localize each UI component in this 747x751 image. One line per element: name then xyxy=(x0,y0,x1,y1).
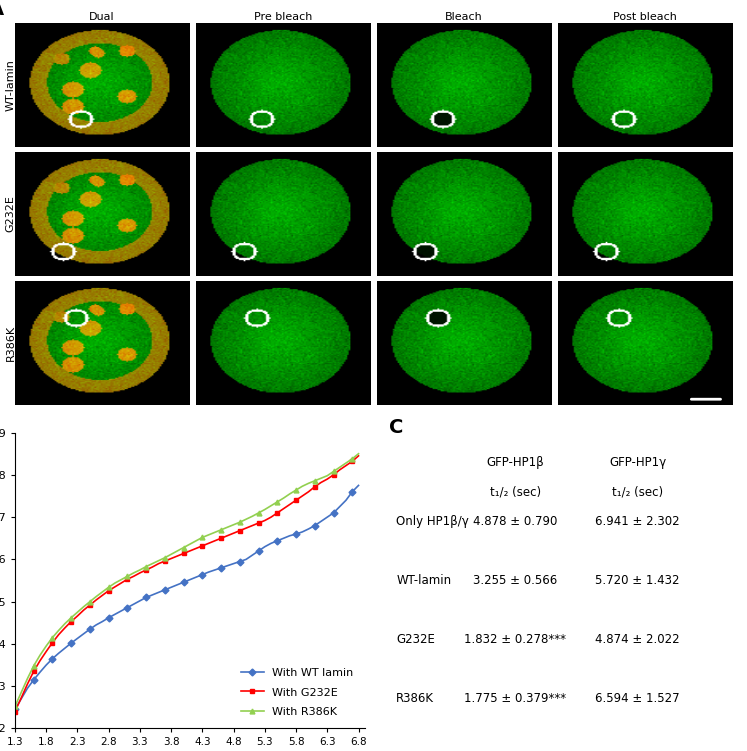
Text: 5.720 ± 1.432: 5.720 ± 1.432 xyxy=(595,574,680,587)
Text: C: C xyxy=(389,418,403,437)
Legend: With WT lamin, With G232E, With R386K: With WT lamin, With G232E, With R386K xyxy=(236,662,359,723)
Text: A: A xyxy=(0,0,4,20)
With WT lamin xyxy=(135,596,144,605)
With R386K xyxy=(135,566,144,575)
Text: G232E: G232E xyxy=(396,633,435,646)
With G232E xyxy=(16,693,25,702)
With R386K xyxy=(204,530,213,539)
Text: GFP-HP1β: GFP-HP1β xyxy=(486,457,544,469)
Title: Pre bleach: Pre bleach xyxy=(254,12,312,22)
With WT lamin xyxy=(10,705,19,714)
With G232E xyxy=(223,531,232,540)
With R386K xyxy=(223,523,232,532)
With WT lamin xyxy=(235,557,244,566)
With G232E xyxy=(235,526,244,535)
Y-axis label: R386K: R386K xyxy=(6,325,16,361)
Text: 3.255 ± 0.566: 3.255 ± 0.566 xyxy=(473,574,557,587)
With WT lamin xyxy=(223,561,232,570)
With WT lamin xyxy=(16,695,25,704)
Text: 6.594 ± 1.527: 6.594 ± 1.527 xyxy=(595,692,680,705)
Text: 1.775 ± 0.379***: 1.775 ± 0.379*** xyxy=(464,692,566,705)
Title: Post bleach: Post bleach xyxy=(613,12,677,22)
With G232E xyxy=(273,508,282,517)
With R386K xyxy=(354,449,363,458)
With WT lamin xyxy=(273,536,282,545)
Text: R386K: R386K xyxy=(396,692,434,705)
With G232E xyxy=(10,707,19,716)
Title: Dual: Dual xyxy=(89,12,115,22)
With WT lamin xyxy=(204,568,213,577)
Line: With G232E: With G232E xyxy=(13,454,361,714)
Text: t₁/₂ (sec): t₁/₂ (sec) xyxy=(489,486,541,499)
Title: Bleach: Bleach xyxy=(445,12,483,22)
Text: GFP-HP1γ: GFP-HP1γ xyxy=(609,457,666,469)
With G232E xyxy=(354,451,363,460)
Line: With R386K: With R386K xyxy=(13,451,361,709)
Text: WT-lamin: WT-lamin xyxy=(396,574,451,587)
Y-axis label: G232E: G232E xyxy=(6,195,16,232)
With G232E xyxy=(204,538,213,547)
Text: 4.874 ± 2.022: 4.874 ± 2.022 xyxy=(595,633,680,646)
Text: 1.832 ± 0.278***: 1.832 ± 0.278*** xyxy=(464,633,566,646)
With R386K xyxy=(273,497,282,506)
Text: Only HP1β/γ: Only HP1β/γ xyxy=(396,515,469,528)
With R386K xyxy=(235,517,244,526)
With WT lamin xyxy=(354,481,363,490)
With R386K xyxy=(10,702,19,711)
With G232E xyxy=(135,569,144,578)
Text: 4.878 ± 0.790: 4.878 ± 0.790 xyxy=(473,515,557,528)
Y-axis label: WT-lamin: WT-lamin xyxy=(6,59,16,110)
Text: 6.941 ± 2.302: 6.941 ± 2.302 xyxy=(595,515,680,528)
Text: t₁/₂ (sec): t₁/₂ (sec) xyxy=(612,486,663,499)
With R386K xyxy=(16,688,25,697)
Line: With WT lamin: With WT lamin xyxy=(13,483,361,712)
